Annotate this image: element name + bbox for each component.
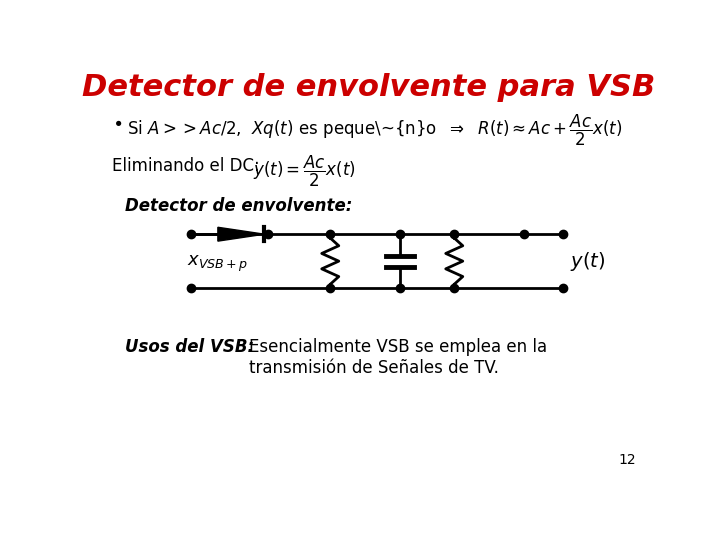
Text: $\bullet$: $\bullet$ <box>112 112 122 131</box>
Text: $x_{VSB+p}$: $x_{VSB+p}$ <box>187 253 248 274</box>
Text: Si $A >> Ac/2$,  $Xq(t)$ es peque\~{n}o  $\Rightarrow$  $R(t) \approx Ac + \dfra: Si $A >> Ac/2$, $Xq(t)$ es peque\~{n}o $… <box>127 112 623 148</box>
Text: Eliminando el DC:: Eliminando el DC: <box>112 157 259 175</box>
Text: Detector de envolvente:: Detector de envolvente: <box>125 197 352 215</box>
Text: Esencialmente VSB se emplea en la
transmisión de Señales de TV.: Esencialmente VSB se emplea en la transm… <box>249 338 547 377</box>
Text: Usos del VSB:: Usos del VSB: <box>125 338 254 356</box>
Text: $y(t) = \dfrac{Ac}{2}x(t)$: $y(t) = \dfrac{Ac}{2}x(t)$ <box>253 153 356 188</box>
Polygon shape <box>218 227 264 241</box>
Text: $y(t)$: $y(t)$ <box>570 249 606 273</box>
Text: Detector de envolvente para VSB: Detector de envolvente para VSB <box>82 72 656 102</box>
Text: 12: 12 <box>618 453 636 467</box>
